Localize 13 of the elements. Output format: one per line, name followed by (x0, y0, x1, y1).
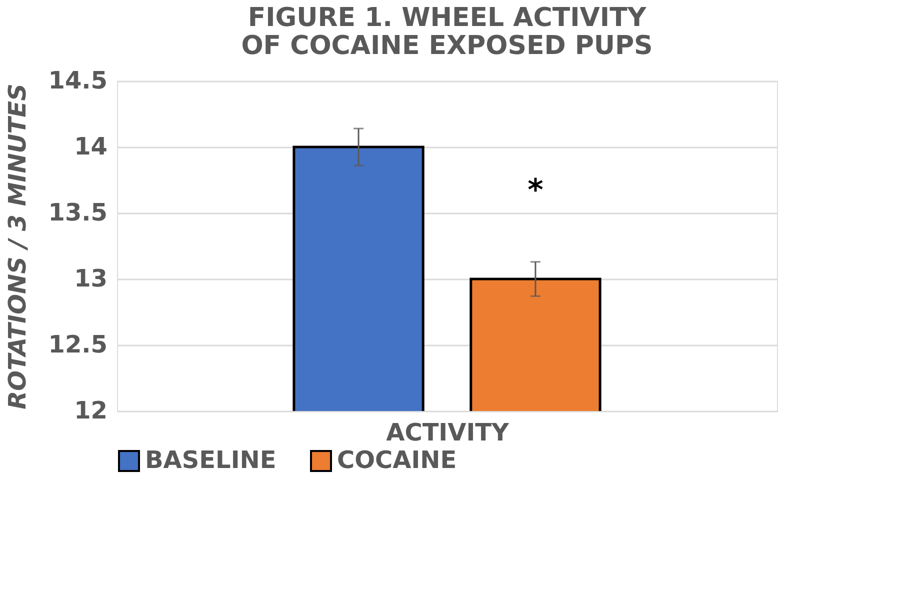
y-tick-label: 13.5 (48, 198, 108, 226)
text: OF COCAINE EXPOSED PUPS (241, 31, 653, 61)
legend-label: BASELINE (145, 446, 276, 474)
x-axis-title: ACTIVITY (386, 418, 510, 446)
y-tick-label: 14 (74, 132, 108, 160)
y-tick-label: 13 (74, 264, 108, 292)
y-axis-title: ROTATIONS / 3 MINUTES (3, 84, 32, 410)
y-tick-label: 14.5 (48, 66, 108, 94)
text: FIGURE 1. WHEEL ACTIVITY (248, 3, 646, 33)
legend-label: COCAINE (337, 446, 457, 474)
y-tick-label: 12 (74, 396, 108, 424)
annotation: * (528, 173, 544, 208)
y-tick-label: 12.5 (48, 330, 108, 358)
